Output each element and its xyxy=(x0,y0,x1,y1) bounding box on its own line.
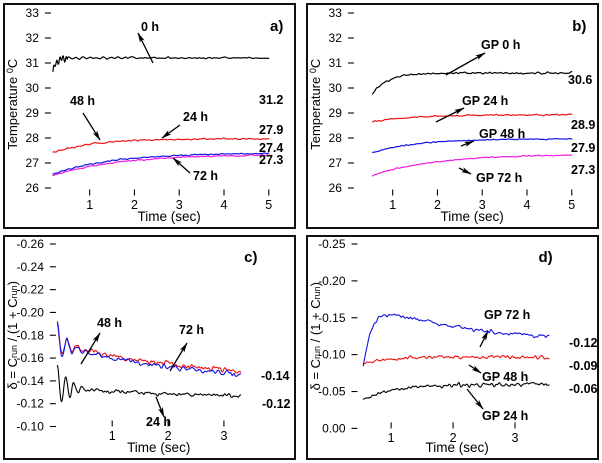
svg-text:29: 29 xyxy=(329,106,343,120)
svg-text:-0.12: -0.12 xyxy=(17,397,45,411)
svg-text:5: 5 xyxy=(265,198,272,212)
svg-text:-0.10: -0.10 xyxy=(17,420,45,434)
svg-text:-0.12: -0.12 xyxy=(262,397,291,411)
svg-text:48 h: 48 h xyxy=(97,316,122,330)
svg-text:26: 26 xyxy=(329,181,343,195)
svg-text:-0.06: -0.06 xyxy=(569,382,597,396)
svg-text:-0.24: -0.24 xyxy=(17,260,45,274)
svg-text:-0.09: -0.09 xyxy=(569,359,597,373)
svg-text:72 h: 72 h xyxy=(193,169,218,183)
svg-text:28.9: 28.9 xyxy=(571,118,595,132)
svg-text:29: 29 xyxy=(26,106,40,120)
svg-text:30: 30 xyxy=(26,81,40,95)
svg-text:31: 31 xyxy=(26,56,40,70)
svg-text:1: 1 xyxy=(109,429,116,443)
svg-text:33: 33 xyxy=(329,6,343,20)
svg-text:b): b) xyxy=(572,18,586,35)
svg-text:27.9: 27.9 xyxy=(259,123,283,137)
svg-text:Time (sec): Time (sec) xyxy=(127,440,190,455)
svg-text:0 h: 0 h xyxy=(141,20,159,34)
svg-text:Temperature 0C: Temperature 0C xyxy=(308,59,323,150)
svg-text:Time (sec): Time (sec) xyxy=(441,209,504,224)
svg-text:d): d) xyxy=(539,249,553,266)
svg-text:31.2: 31.2 xyxy=(259,93,283,107)
svg-text:33: 33 xyxy=(26,6,40,20)
svg-text:GP 24 h: GP 24 h xyxy=(462,94,508,108)
svg-text:GP 72 h: GP 72 h xyxy=(484,308,530,322)
svg-text:32: 32 xyxy=(329,31,343,45)
svg-text:GP 72 h: GP 72 h xyxy=(476,171,522,185)
svg-text:3: 3 xyxy=(220,429,227,443)
svg-text:GP 24 h: GP 24 h xyxy=(482,409,528,423)
svg-text:28: 28 xyxy=(329,131,343,145)
svg-text:a): a) xyxy=(270,18,283,35)
svg-text:c): c) xyxy=(244,249,257,266)
svg-text:27.3: 27.3 xyxy=(259,153,283,167)
svg-text:32: 32 xyxy=(26,31,40,45)
svg-text:26: 26 xyxy=(26,181,40,195)
svg-text:3: 3 xyxy=(512,431,519,445)
svg-text:-0.16: -0.16 xyxy=(17,351,45,365)
svg-text:GP 0 h: GP 0 h xyxy=(481,38,520,52)
svg-text:30: 30 xyxy=(329,81,343,95)
svg-text:-0.25: -0.25 xyxy=(318,237,346,251)
svg-text:48 h: 48 h xyxy=(70,94,95,108)
svg-text:24 h: 24 h xyxy=(183,110,208,124)
svg-text:-0.14: -0.14 xyxy=(17,374,45,388)
svg-text:-0.18: -0.18 xyxy=(17,328,45,342)
svg-text:-0.22: -0.22 xyxy=(17,283,45,297)
svg-text:30.6: 30.6 xyxy=(568,73,592,87)
svg-text:4: 4 xyxy=(524,198,531,212)
svg-text:27: 27 xyxy=(26,156,40,170)
svg-text:-0.12: -0.12 xyxy=(569,336,597,350)
svg-text:4: 4 xyxy=(221,198,228,212)
svg-text:δ = Crun / (1 + Crun): δ = Crun / (1 + Crun) xyxy=(308,282,323,390)
svg-text:1: 1 xyxy=(389,198,396,212)
svg-text:Temperature 0C: Temperature 0C xyxy=(5,59,20,150)
svg-text:5: 5 xyxy=(568,198,575,212)
svg-text:-0.26: -0.26 xyxy=(17,237,45,251)
svg-text:GP 48 h: GP 48 h xyxy=(482,370,528,384)
svg-text:1: 1 xyxy=(86,198,93,212)
svg-text:1: 1 xyxy=(388,431,395,445)
svg-text:Time (sec): Time (sec) xyxy=(138,209,201,224)
svg-text:0.00: 0.00 xyxy=(322,421,346,435)
svg-text:-0.14: -0.14 xyxy=(261,369,290,383)
svg-text:28: 28 xyxy=(26,131,40,145)
svg-text:GP 48 h: GP 48 h xyxy=(479,127,525,141)
svg-text:31: 31 xyxy=(329,56,343,70)
svg-text:27.9: 27.9 xyxy=(571,141,595,155)
svg-text:Time (sec): Time (sec) xyxy=(425,440,488,455)
svg-text:27: 27 xyxy=(329,156,343,170)
svg-text:-0.20: -0.20 xyxy=(17,305,45,319)
svg-text:24 h: 24 h xyxy=(146,415,171,429)
svg-text:δ = Crun / (1 + Crun): δ = Crun / (1 + Crun) xyxy=(5,281,20,389)
svg-text:72 h: 72 h xyxy=(179,323,204,337)
svg-text:27.3: 27.3 xyxy=(571,163,595,177)
